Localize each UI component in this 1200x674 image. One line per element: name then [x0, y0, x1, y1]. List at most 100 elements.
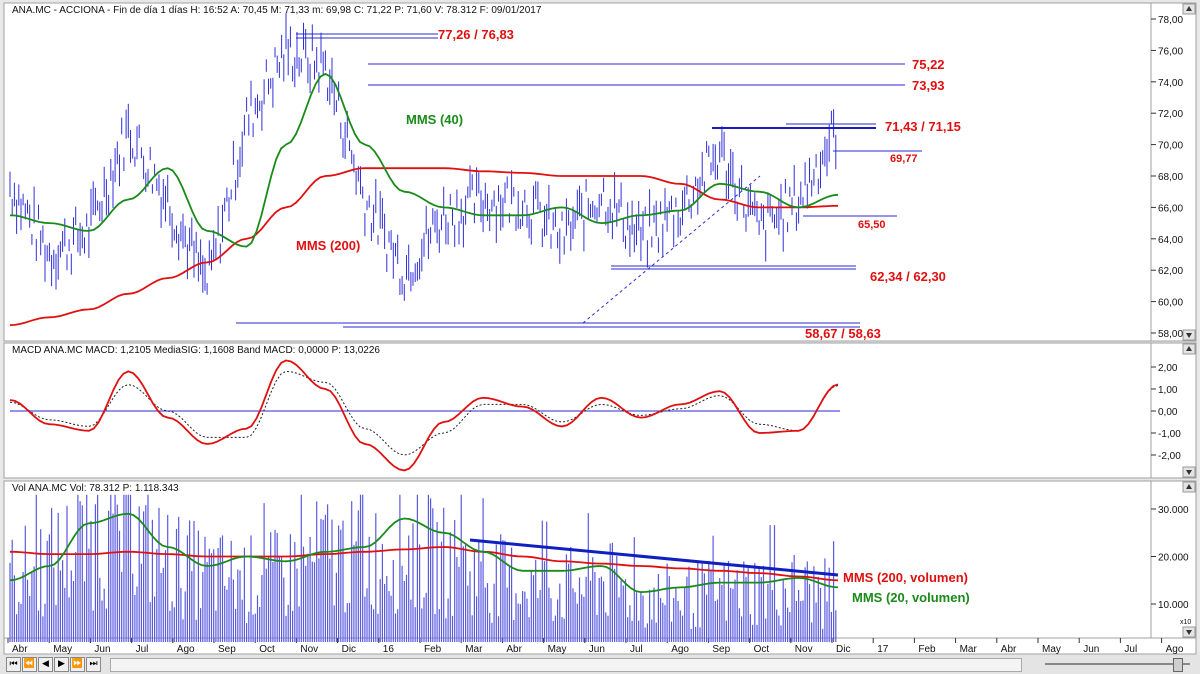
price-bars: [9, 12, 837, 301]
macd-line: [9, 359, 839, 472]
forward-icon[interactable]: ⏩: [70, 657, 85, 672]
price-tick-label: 72,00: [1158, 109, 1183, 120]
x10-label: x10: [1180, 619, 1191, 626]
x-month-label: Nov: [795, 644, 813, 655]
macd-tick-label: 2,00: [1158, 363, 1178, 374]
x-month-label: Abr: [1001, 644, 1017, 655]
x-month-label: Ago: [671, 644, 689, 655]
price-tick-label: 78,00: [1158, 15, 1183, 26]
x-month-label: Jun: [94, 644, 110, 655]
volume-axis-scroll-down[interactable]: [1182, 626, 1196, 638]
x-month-label: 16: [383, 644, 395, 655]
volume-bars: [9, 494, 837, 642]
macd-tick-label: -2,00: [1158, 451, 1181, 462]
zoom-track: [1045, 663, 1190, 665]
x-month-label: Jul: [630, 644, 643, 655]
x-month-label: Feb: [424, 644, 442, 655]
label-6234: 62,34 / 62,30: [870, 269, 946, 284]
x-axis-months: Abr May Jun Jul Ago Sep Oct Nov Dic 16 Feb Mar Abr Ma…: [7, 638, 1184, 655]
volume-mms20-line: [9, 512, 839, 594]
label-mms20-volumen: MMS (20, volumen): [852, 590, 970, 605]
macd-axis-scroll-up[interactable]: [1182, 343, 1196, 355]
price-tick-label: 76,00: [1158, 46, 1183, 57]
x-month-label: May: [548, 644, 567, 655]
label-7522: 75,22: [912, 57, 945, 72]
rewind-icon[interactable]: ⏪: [22, 657, 37, 672]
x-month-label: Nov: [300, 644, 318, 655]
volume-tick-label: 30.000: [1158, 505, 1189, 516]
x-month-label: Sep: [218, 644, 236, 655]
volume-tick-label: 20.000: [1158, 553, 1189, 564]
volume-header: Vol ANA.MC Vol: 78.312 P: 1.118.343: [12, 483, 179, 494]
price-tick-label: 68,00: [1158, 172, 1183, 183]
macd-axis-area: [1150, 342, 1197, 479]
label-6977: 69,77: [890, 153, 918, 165]
label-5867: 58,67 / 58,63: [805, 326, 881, 341]
navigation-bar: ⏮ ⏪ ◀ ▶ ⏩ ⏭: [0, 655, 1200, 674]
next-icon[interactable]: ▶: [54, 657, 69, 672]
volume-y-axis: 30.000 20.000 10.000: [1151, 505, 1189, 611]
price-tick-label: 66,00: [1158, 203, 1183, 214]
macd-tick-label: -1,00: [1158, 429, 1181, 440]
price-y-axis: 78,00 76,00 74,00 72,00 70,00 68,00 66,00 64,00…: [1151, 15, 1183, 340]
x-month-label: Jul: [136, 644, 149, 655]
volume-tick-label: 10.000: [1158, 600, 1189, 611]
macd-tick-label: 1,00: [1158, 385, 1178, 396]
price-tick-label: 70,00: [1158, 141, 1183, 152]
support-resistance-lines: [10, 33, 922, 412]
price-axis-scroll-down[interactable]: [1182, 329, 1196, 341]
label-mms40: MMS (40): [406, 112, 463, 127]
trendline-dotted: [582, 175, 761, 324]
price-axis-area: [1150, 2, 1197, 342]
mms40-line: [9, 72, 839, 248]
price-panel[interactable]: [3, 2, 1152, 342]
x-month-label: Jun: [1083, 644, 1099, 655]
x-month-label: Sep: [712, 644, 730, 655]
price-tick-label: 74,00: [1158, 78, 1183, 89]
x-month-label: Abr: [12, 644, 28, 655]
price-axis-scroll-up[interactable]: [1182, 3, 1196, 15]
label-7143: 71,43 / 71,15: [885, 119, 961, 134]
volume-axis-scroll-up[interactable]: [1182, 481, 1196, 493]
x-month-label: May: [53, 644, 72, 655]
price-tick-label: 58,00: [1158, 329, 1183, 340]
x-month-label: 17: [877, 644, 889, 655]
x-month-label: Dic: [342, 644, 356, 655]
x-month-label: Dic: [836, 644, 850, 655]
x-month-label: Ago: [177, 644, 195, 655]
x-month-label: Oct: [259, 644, 275, 655]
macd-signal-line: [9, 370, 839, 456]
macd-axis-scroll-down[interactable]: [1182, 466, 1196, 478]
label-6550: 65,50: [858, 219, 886, 231]
first-icon[interactable]: ⏮: [6, 657, 21, 672]
mms200-line: [9, 167, 839, 326]
horizontal-scrollbar[interactable]: [110, 658, 1022, 672]
label-mms200-volumen: MMS (200, volumen): [843, 570, 968, 585]
x-month-label: Mar: [960, 644, 978, 655]
x-axis-area: [3, 637, 1197, 655]
x-month-label: Abr: [506, 644, 522, 655]
price-tick-label: 60,00: [1158, 298, 1183, 309]
label-77: 77,26 / 76,83: [438, 27, 514, 42]
x-month-label: Oct: [754, 644, 770, 655]
macd-tick-label: 0,00: [1158, 407, 1178, 418]
zoom-knob[interactable]: [1173, 658, 1183, 672]
x-month-label: Ago: [1166, 644, 1184, 655]
label-mms200: MMS (200): [296, 238, 360, 253]
price-tick-label: 64,00: [1158, 235, 1183, 246]
x-month-label: May: [1042, 644, 1061, 655]
volume-mms200-line: [10, 546, 839, 582]
x-month-label: Mar: [465, 644, 483, 655]
last-icon[interactable]: ⏭: [86, 657, 101, 672]
price-header: ANA.MC - ACCIONA - Fin de día 1 días H: …: [12, 5, 542, 16]
zoom-slider[interactable]: [1045, 658, 1190, 672]
prev-icon[interactable]: ◀: [38, 657, 53, 672]
x-month-label: Jul: [1124, 644, 1137, 655]
x-month-label: Feb: [918, 644, 936, 655]
macd-header: MACD ANA.MC MACD: 1,2105 MediaSIG: 1,160…: [12, 345, 380, 356]
label-7393: 73,93: [912, 78, 945, 93]
price-tick-label: 62,00: [1158, 266, 1183, 277]
volume-trendline: [469, 538, 839, 577]
macd-y-axis: 2,00 1,00 0,00 -1,00 -2,00: [1151, 363, 1181, 462]
